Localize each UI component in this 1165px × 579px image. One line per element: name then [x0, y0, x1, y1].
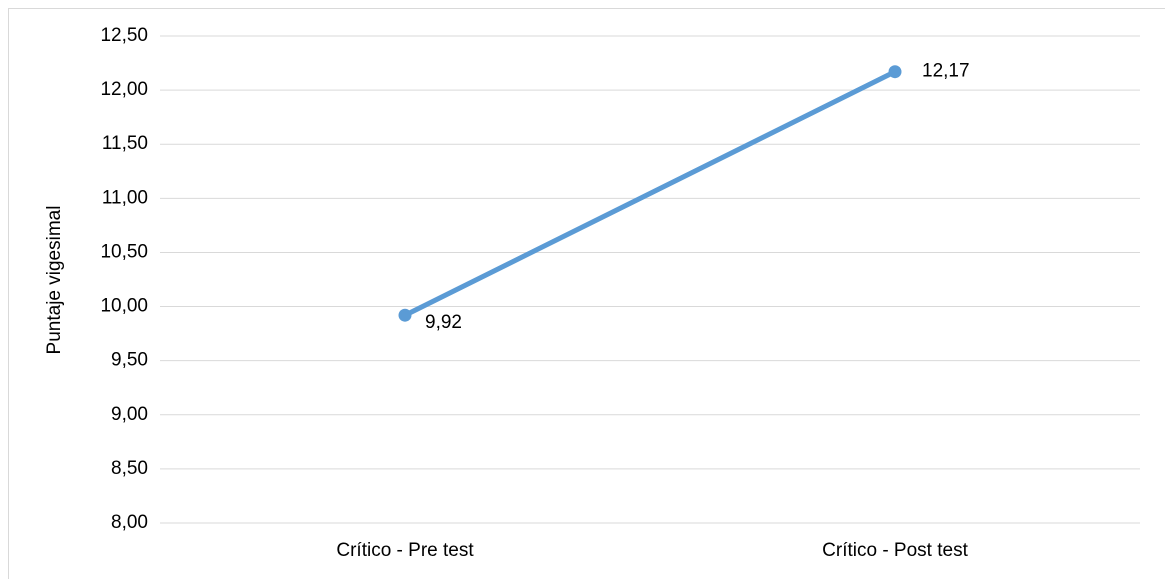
y-tick-label: 9,00 — [111, 404, 148, 425]
y-axis-title: Puntaje vigesimal — [44, 206, 65, 355]
y-tick-label: 10,50 — [100, 241, 148, 262]
point — [888, 65, 902, 79]
point — [398, 308, 412, 322]
y-tick-label: 9,50 — [111, 350, 148, 371]
y-tick-label: 12,00 — [100, 79, 148, 100]
x-tick-label: Crítico - Pre test — [336, 540, 474, 561]
y-tick-label: 11,00 — [102, 187, 148, 208]
line — [402, 69, 898, 318]
data-label: 12,17 — [922, 61, 970, 82]
chart-border — [8, 8, 1165, 579]
y-tick-label: 12,50 — [100, 25, 148, 46]
y-tick-label: 10,00 — [100, 296, 148, 317]
x-tick-label: Crítico - Post test — [822, 540, 968, 561]
y-tick-label: 11,50 — [102, 133, 148, 154]
y-tick-label: 8,50 — [111, 458, 148, 479]
y-tick-label: 8,00 — [111, 512, 148, 533]
data-label: 9,92 — [425, 312, 462, 333]
